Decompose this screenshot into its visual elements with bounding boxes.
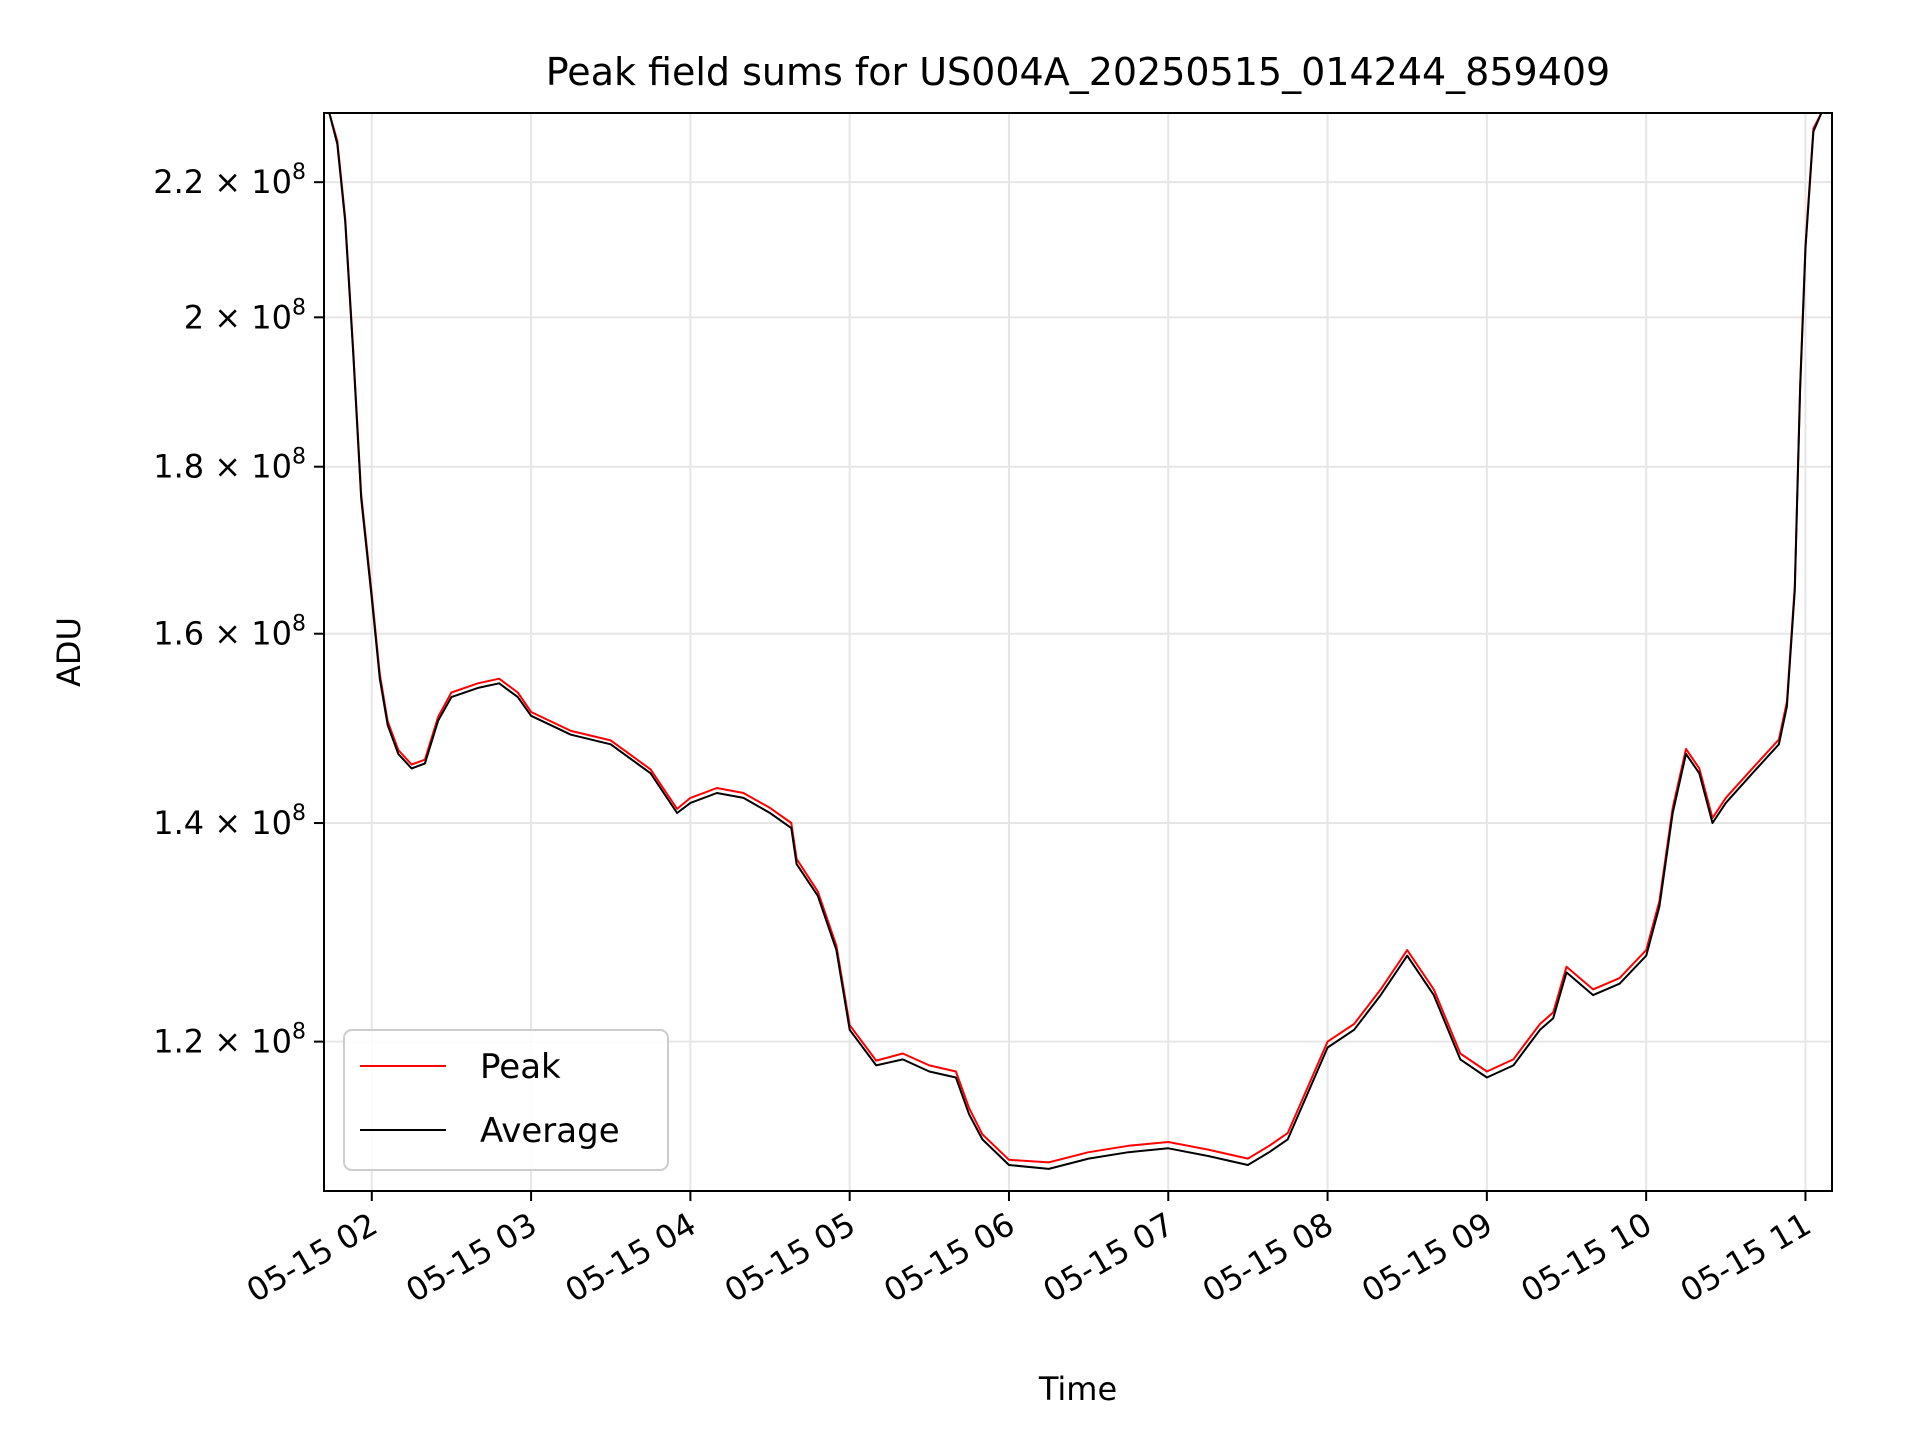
y-axis-ticks: 1.2 × 108 1.4 × 108 1.6 × 108 1.8 × 108 2 × … [153,160,324,1061]
x-axis-label: Time [1038,1370,1117,1408]
y-tick-label: 2 × 108 [184,295,306,336]
series-line-average [324,113,1823,1170]
y-tick-label: 1.4 × 108 [153,801,306,842]
plot-frame [323,112,1833,1192]
legend-label-average: Average [480,1111,620,1151]
legend-label-peak: Peak [480,1047,561,1087]
chart-title: Peak field sums for US004A_20250515_0142… [546,50,1610,94]
legend: Peak Average [343,1029,669,1171]
y-tick-label: 1.8 × 108 [153,445,306,486]
y-axis-label: ADU [50,617,88,687]
grid-lines [324,113,1832,1191]
y-tick-label: 2.2 × 108 [153,160,306,201]
series-layer [324,113,1823,1170]
y-tick-label: 1.2 × 108 [153,1020,306,1061]
y-tick-label: 1.6 × 108 [153,612,306,653]
